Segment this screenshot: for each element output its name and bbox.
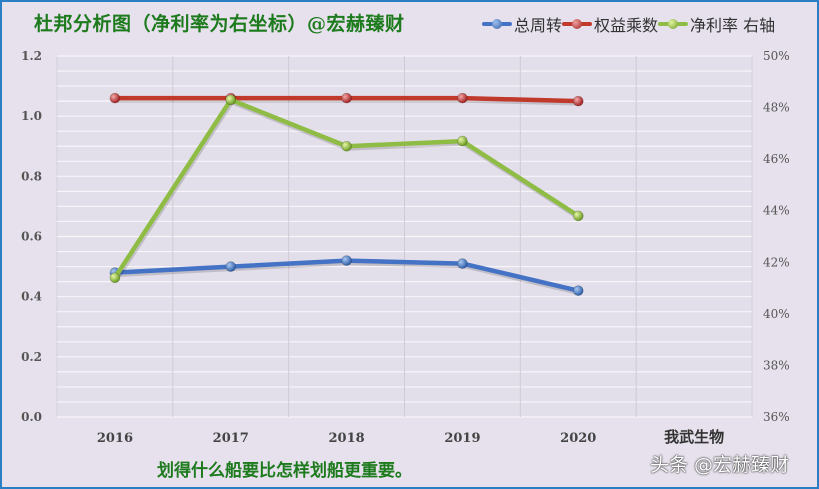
- legend-item-equity-multiplier[interactable]: 权益乘数: [562, 12, 658, 36]
- x-axis-category-label: 2019: [444, 431, 480, 446]
- y-axis-tick-label: 1.0: [21, 109, 42, 123]
- chart-legend: 总周转 权益乘数 净利率 右轴: [482, 12, 775, 36]
- x-axis-category-label: 我武生物: [664, 428, 724, 446]
- data-point-marker[interactable]: [572, 285, 584, 296]
- y-axis-tick-label: 1.2: [21, 49, 42, 63]
- y-axis-tick-label: 0.0: [21, 410, 42, 424]
- y2-axis-tick-label: 42%: [763, 255, 790, 269]
- legend-item-total-turnover[interactable]: 总周转: [482, 12, 562, 36]
- footer-caption: 划得什么船要比怎样划船更重要。: [157, 461, 412, 481]
- y2-axis-tick-label: 38%: [763, 358, 790, 372]
- legend-line-marker-icon: [482, 18, 512, 30]
- data-point-marker[interactable]: [341, 140, 352, 152]
- legend-label: 总周转: [514, 16, 563, 35]
- data-point-marker[interactable]: [225, 261, 237, 272]
- legend-item-net-margin[interactable]: 净利率 右轴: [658, 12, 775, 36]
- y2-axis-tick-label: 46%: [763, 152, 790, 166]
- series-net-margin: [109, 94, 584, 284]
- data-point-marker[interactable]: [457, 258, 468, 269]
- x-axis-category-label: 2018: [328, 431, 364, 446]
- data-point-marker[interactable]: [225, 94, 237, 106]
- data-point-marker[interactable]: [572, 95, 584, 107]
- x-axis-category-label: 2016: [97, 431, 133, 446]
- watermark: 头条 @宏赫臻财: [650, 454, 790, 476]
- legend-label: 净利率 右轴: [690, 16, 776, 35]
- legend-label: 权益乘数: [594, 16, 659, 35]
- y2-axis-tick-label: 40%: [763, 307, 790, 321]
- data-point-marker[interactable]: [109, 92, 121, 104]
- y2-axis-tick-label: 36%: [763, 410, 790, 424]
- legend-line-marker-icon: [562, 18, 593, 30]
- data-point-marker[interactable]: [341, 255, 352, 266]
- y2-axis-tick-label: 48%: [763, 101, 790, 115]
- y2-axis-tick-label: 50%: [763, 49, 790, 63]
- y-axis-tick-label: 0.8: [21, 169, 42, 183]
- y-axis-tick-label: 0.6: [21, 230, 42, 244]
- data-point-marker[interactable]: [457, 92, 468, 104]
- x-axis-category-label: 2017: [213, 431, 249, 446]
- chart-title: 杜邦分析图（净利率为右坐标）@宏赫臻财: [34, 13, 405, 35]
- y-axis-tick-label: 0.2: [21, 350, 42, 364]
- y-axis-tick-label: 0.4: [21, 290, 42, 304]
- data-point-marker[interactable]: [572, 210, 584, 222]
- x-axis-category-label: 2020: [560, 431, 596, 446]
- data-point-marker[interactable]: [341, 92, 352, 104]
- legend-line-marker-icon: [658, 18, 689, 30]
- y2-axis-tick-label: 44%: [763, 204, 790, 218]
- data-point-marker[interactable]: [457, 135, 468, 147]
- data-point-marker[interactable]: [109, 272, 121, 284]
